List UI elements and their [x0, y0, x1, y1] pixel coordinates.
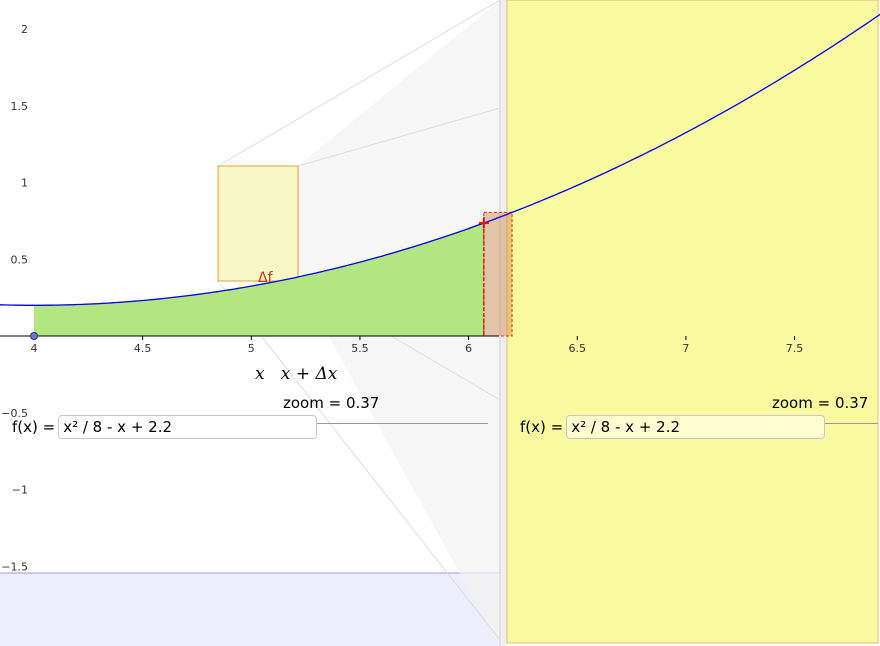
zoom-panel-zoom-label: zoom = 0.37 — [772, 394, 869, 412]
zoom-panel-slider-track[interactable] — [818, 423, 878, 424]
y-tick-label: 2 — [21, 23, 28, 36]
y-tick-label: 1 — [21, 177, 28, 190]
delta-x-strip — [483, 211, 513, 337]
y-tick-label: −1.5 — [1, 560, 28, 573]
y-tick-label: 1.5 — [11, 100, 29, 113]
zoom-label: zoom = 0.37 — [283, 394, 380, 412]
x-axis-ticks: 44.555.566.577.58 — [31, 336, 804, 355]
zoom-slider-track[interactable] — [310, 423, 488, 424]
panel-divider[interactable] — [499, 0, 507, 646]
function-input-label: f(x) = — [12, 418, 56, 436]
zoom-panel-function-label: f(x) = — [520, 418, 564, 436]
function-input[interactable] — [58, 415, 318, 439]
x-tick-label: 5.5 — [351, 342, 369, 355]
zoom-box[interactable] — [217, 165, 299, 282]
y-tick-label: 0.5 — [11, 253, 29, 266]
zoom-projection-line-top — [217, 0, 501, 167]
zoom-projection-line-bottom — [217, 280, 501, 641]
y-tick-label: −0.5 — [1, 407, 28, 420]
zoom-panel-function-row: f(x) = — [520, 415, 826, 439]
function-input-row: f(x) = — [12, 415, 318, 439]
function-curve — [0, 13, 880, 306]
x-axis-caption: x x + Δx — [255, 364, 338, 384]
x-tick-label: 5 — [248, 342, 255, 355]
delta-f-label: Δf — [258, 270, 274, 286]
x-tick-label: 7 — [682, 342, 689, 355]
point-marker[interactable] — [478, 218, 489, 229]
x-tick-label: 4 — [31, 342, 38, 355]
zoom-panel — [506, 0, 879, 644]
start-point[interactable] — [30, 332, 38, 340]
y-tick-label: −1 — [12, 484, 28, 497]
lower-panel — [0, 573, 500, 646]
zoom-projection-line-top2 — [297, 107, 501, 167]
x-tick-label: 6.5 — [569, 342, 587, 355]
x-tick-label: 7.5 — [786, 342, 804, 355]
zoom-panel-function-input[interactable] — [566, 415, 826, 439]
area-under-curve — [34, 223, 484, 336]
y-axis-ticks: 2 1.5 1 0.5 −0.5 −1 −1.5 — [1, 23, 28, 573]
x-tick-label: 6 — [465, 342, 472, 355]
x-tick-label: 4.5 — [134, 342, 152, 355]
